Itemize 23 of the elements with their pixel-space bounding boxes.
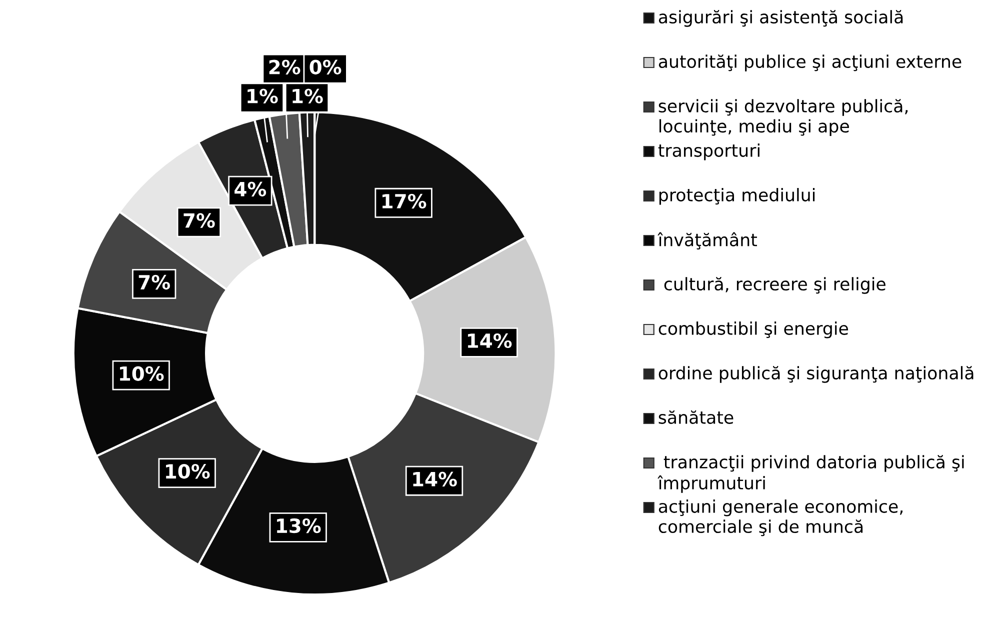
data-label: 13% xyxy=(277,518,321,534)
legend-label: învăţământ xyxy=(658,232,757,250)
legend-label: combustibil şi energie xyxy=(658,322,848,338)
data-label: 2% xyxy=(269,60,300,74)
data-label: 10% xyxy=(166,464,210,479)
legend-label: sănătate xyxy=(658,410,734,424)
legend-label: asigurări şi asistenţă socială xyxy=(658,10,903,27)
data-label: 17% xyxy=(382,194,426,209)
data-label: 10% xyxy=(120,366,164,381)
data-label: 14% xyxy=(413,472,457,486)
data-label: 1% xyxy=(248,88,278,104)
legend-label: protecţia mediului xyxy=(659,188,815,205)
legend-label: transporturi xyxy=(658,144,760,160)
data-label: 4% xyxy=(234,182,266,196)
legend-label: acţiuni generale economice, comerciale şi de muncă xyxy=(658,500,902,536)
data-label: 7% xyxy=(184,213,215,228)
legend-label: autorităţi publice şi acţiuni externe xyxy=(658,54,962,72)
legend-label: cultură, recreere şi religie xyxy=(664,277,886,294)
text: 0% xyxy=(310,60,342,74)
legend-label: ordine publică şi siguranţa naţională xyxy=(658,366,974,383)
data-label: 14% xyxy=(468,333,512,348)
data-label: 1% xyxy=(292,88,323,104)
data-label: 7% xyxy=(138,274,170,290)
